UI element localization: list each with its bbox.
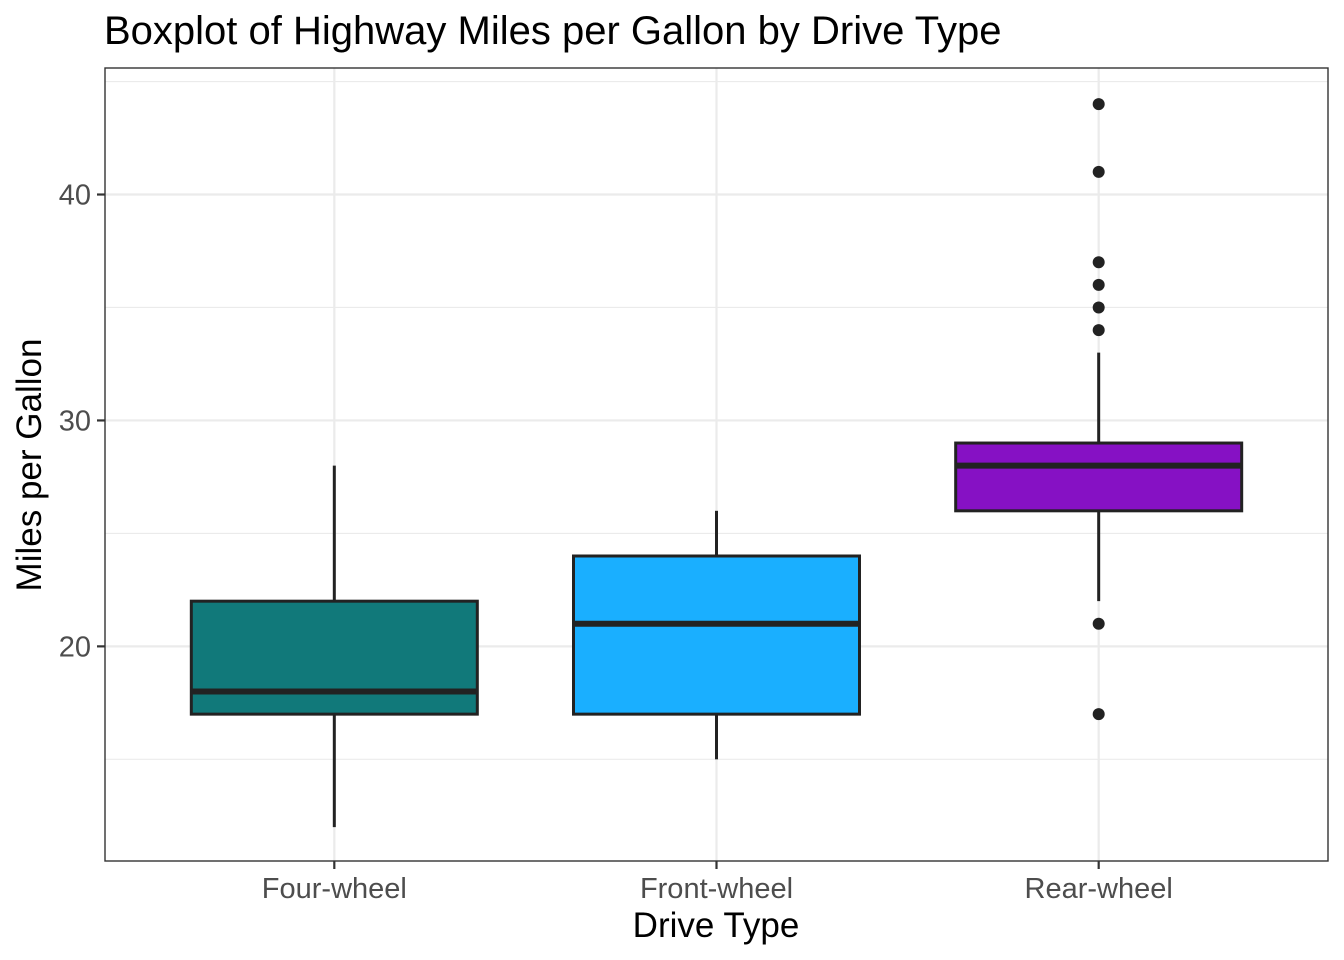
outlier-point <box>1092 256 1105 269</box>
x-tick-label: Four-wheel <box>262 873 407 905</box>
box-layer <box>189 98 1244 828</box>
outlier-point <box>1092 617 1105 630</box>
box-four-wheel <box>189 465 479 828</box>
y-tick-label: 30 <box>59 405 91 437</box>
box-body <box>954 441 1244 513</box>
outlier-point <box>1092 165 1105 178</box>
outlier-point <box>1092 708 1105 721</box>
box-rear-wheel <box>954 98 1244 721</box>
x-tick-label: Rear-wheel <box>1025 873 1173 905</box>
chart-title: Boxplot of Highway Miles per Gallon by D… <box>104 9 1001 53</box>
outlier-point <box>1092 98 1105 111</box>
x-tick-label: Front-wheel <box>640 873 793 905</box>
outlier-point <box>1092 324 1105 337</box>
box-front-wheel <box>572 510 861 760</box>
y-tick-label: 40 <box>59 180 91 212</box>
x-axis: Four-wheel Front-wheel Rear-wheel <box>262 861 1173 905</box>
outlier-point <box>1092 301 1105 314</box>
y-tick-label: 20 <box>59 631 91 663</box>
x-axis-title: Drive Type <box>633 906 800 945</box>
box-body <box>189 599 479 716</box>
y-axis: 20 30 40 <box>59 180 105 663</box>
outlier-point <box>1092 278 1105 291</box>
box-body <box>572 554 861 716</box>
y-axis-title: Miles per Gallon <box>10 339 49 592</box>
